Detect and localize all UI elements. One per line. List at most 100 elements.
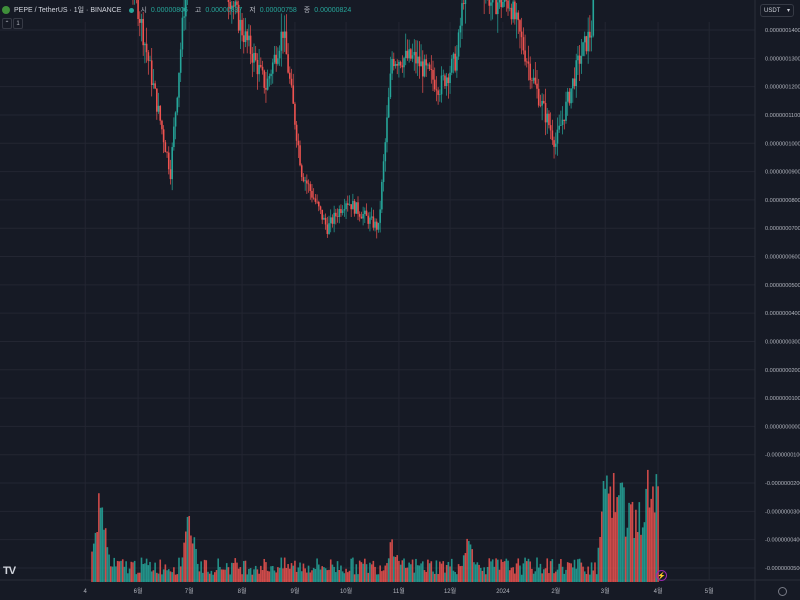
symbol-title[interactable]: PEPE / TetherUS · 1일 · BINANCE: [14, 7, 122, 14]
volume-bar: [154, 562, 156, 582]
candle-body: [321, 209, 324, 220]
volume-bar: [503, 561, 506, 582]
candle-body: [154, 83, 156, 89]
volume-bar: [602, 480, 605, 582]
volume-bar: [517, 558, 520, 582]
candle-body: [242, 35, 245, 43]
candle-body: [384, 142, 387, 162]
volume-bar: [300, 571, 303, 582]
currency-select[interactable]: USDT ▾: [760, 4, 794, 17]
candle-body: [329, 217, 332, 224]
volume-bar: [546, 558, 549, 582]
volume-bar: [614, 512, 617, 582]
volume-bar: [466, 538, 468, 582]
volume-bar: [599, 536, 601, 582]
volume-bar: [319, 569, 322, 582]
candle-body: [461, 3, 463, 26]
candle-body: [590, 35, 593, 38]
candle-body: [345, 203, 347, 210]
volume-bar: [370, 564, 373, 582]
candle-body: [556, 129, 559, 144]
candle-body: [439, 94, 441, 95]
candle-body: [525, 61, 528, 63]
candle-body: [507, 0, 509, 9]
candle-body: [149, 60, 151, 62]
candle-body: [256, 59, 259, 75]
volume-bar: [573, 559, 576, 582]
volume-bar: [653, 512, 656, 582]
volume-bar: [198, 571, 201, 582]
volume-bar: [445, 565, 448, 582]
candle-body: [551, 130, 554, 141]
volume-bar: [440, 563, 443, 582]
y-tick-label: 0.0000000000: [765, 424, 800, 430]
x-tick-label: 2월: [551, 587, 560, 595]
candle-body: [179, 49, 182, 73]
lightning-icon[interactable]: ⚡: [656, 570, 667, 581]
volume-bar: [519, 565, 521, 582]
tradingview-logo-icon[interactable]: TV: [3, 565, 16, 577]
candle-body: [263, 70, 266, 88]
volume-bar: [113, 557, 116, 582]
y-tick-label: 0.0000001000: [765, 141, 800, 147]
candle-body: [450, 58, 453, 73]
candle-body: [374, 221, 376, 228]
volume-bar: [423, 570, 426, 582]
volume-bar: [398, 560, 400, 582]
volume-bar: [108, 554, 110, 582]
candle-body: [519, 20, 521, 32]
volume-bar: [532, 573, 535, 582]
candle-body: [282, 31, 284, 38]
volume-bar: [587, 566, 589, 582]
candle-body: [237, 4, 240, 31]
volume-bar: [290, 563, 293, 582]
volume-bar: [456, 574, 458, 582]
volume-bar: [488, 558, 491, 582]
volume-bar: [345, 568, 347, 582]
candle-body: [270, 73, 272, 77]
candle-body: [403, 58, 405, 68]
volume-bar: [128, 568, 131, 582]
candle-body: [275, 54, 277, 64]
y-tick-label: 0.0000001200: [765, 85, 800, 91]
volume-bar: [273, 570, 276, 582]
candle-body: [444, 75, 446, 87]
candle-body: [387, 97, 390, 118]
volume-bar: [442, 561, 445, 582]
volume-bar: [202, 572, 204, 582]
volume-bar: [331, 564, 334, 582]
candle-body: [570, 88, 572, 104]
candle-body: [566, 91, 569, 102]
gear-icon[interactable]: [778, 587, 787, 596]
volume-bar: [110, 566, 112, 582]
candle-body: [592, 0, 595, 36]
candle-body: [338, 209, 341, 217]
candle-body: [302, 177, 305, 182]
y-tick-label: -0.0000000500: [765, 566, 800, 572]
collapse-chevron-icon[interactable]: ⌃: [2, 18, 12, 29]
volume-bar: [427, 559, 429, 582]
candle-body: [572, 78, 574, 89]
volume-bar: [592, 570, 595, 582]
y-tick-label: 0.0000001400: [765, 28, 800, 34]
volume-bar: [287, 564, 289, 582]
x-tick-label: 12월: [444, 587, 456, 595]
candle-body: [323, 217, 325, 220]
volume-bar: [261, 570, 264, 582]
volume-bar: [391, 539, 393, 582]
volume-bar: [167, 569, 170, 582]
candle-body: [369, 217, 371, 224]
candle-body: [353, 200, 356, 214]
indicator-count[interactable]: 1: [13, 18, 23, 29]
volume-bar: [254, 565, 257, 582]
volume-bar: [120, 560, 122, 582]
volume-bar: [541, 573, 543, 582]
y-tick-label: 0.0000001300: [765, 56, 800, 62]
candle-body: [265, 87, 267, 90]
candle-body: [491, 0, 494, 3]
candle-body: [336, 216, 339, 218]
y-tick-label: 0.0000001100: [765, 113, 800, 119]
volume-bar: [522, 563, 525, 582]
candle-body: [254, 52, 257, 60]
